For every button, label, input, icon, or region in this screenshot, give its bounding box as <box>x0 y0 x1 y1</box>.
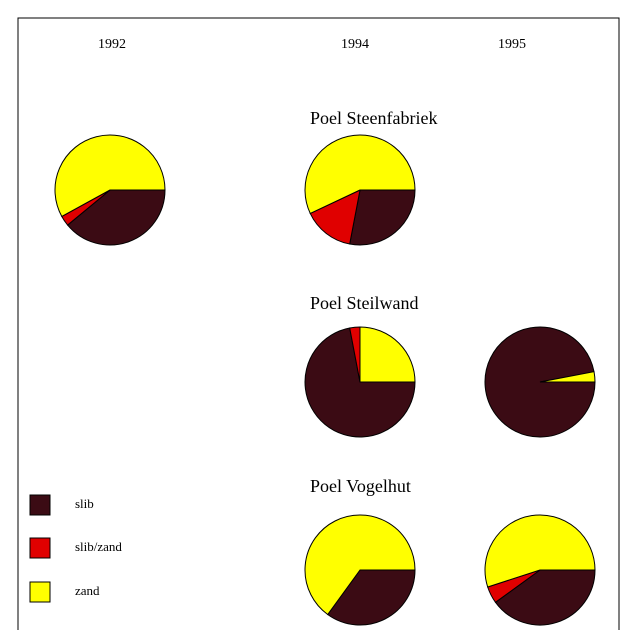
pie-slice <box>54 134 166 218</box>
group-title: Poel Vogelhut <box>310 476 411 496</box>
legend-swatch <box>29 537 51 559</box>
pie-slice <box>349 189 416 246</box>
group-title: Poel Steilwand <box>310 293 419 313</box>
legend-label: slib/zand <box>75 539 122 554</box>
legend-swatch <box>29 581 51 603</box>
pie-slice <box>309 189 361 245</box>
year-label: 1995 <box>498 37 526 52</box>
pie-slice <box>304 134 416 215</box>
year-label: 1992 <box>98 37 126 52</box>
year-label: 1994 <box>341 37 369 52</box>
pie-slice <box>539 371 596 383</box>
group-title: Poel Steenfabriek <box>310 108 437 128</box>
legend-label: zand <box>75 583 100 598</box>
pie-slice <box>66 189 166 246</box>
pie-slice <box>359 326 416 383</box>
legend-swatch <box>29 494 51 516</box>
pie-slice <box>326 569 416 626</box>
pie-slice <box>484 514 596 588</box>
legend-label: slib <box>75 496 94 511</box>
pie-slice <box>494 569 596 626</box>
frame <box>17 17 620 630</box>
pie-slice <box>304 514 416 616</box>
